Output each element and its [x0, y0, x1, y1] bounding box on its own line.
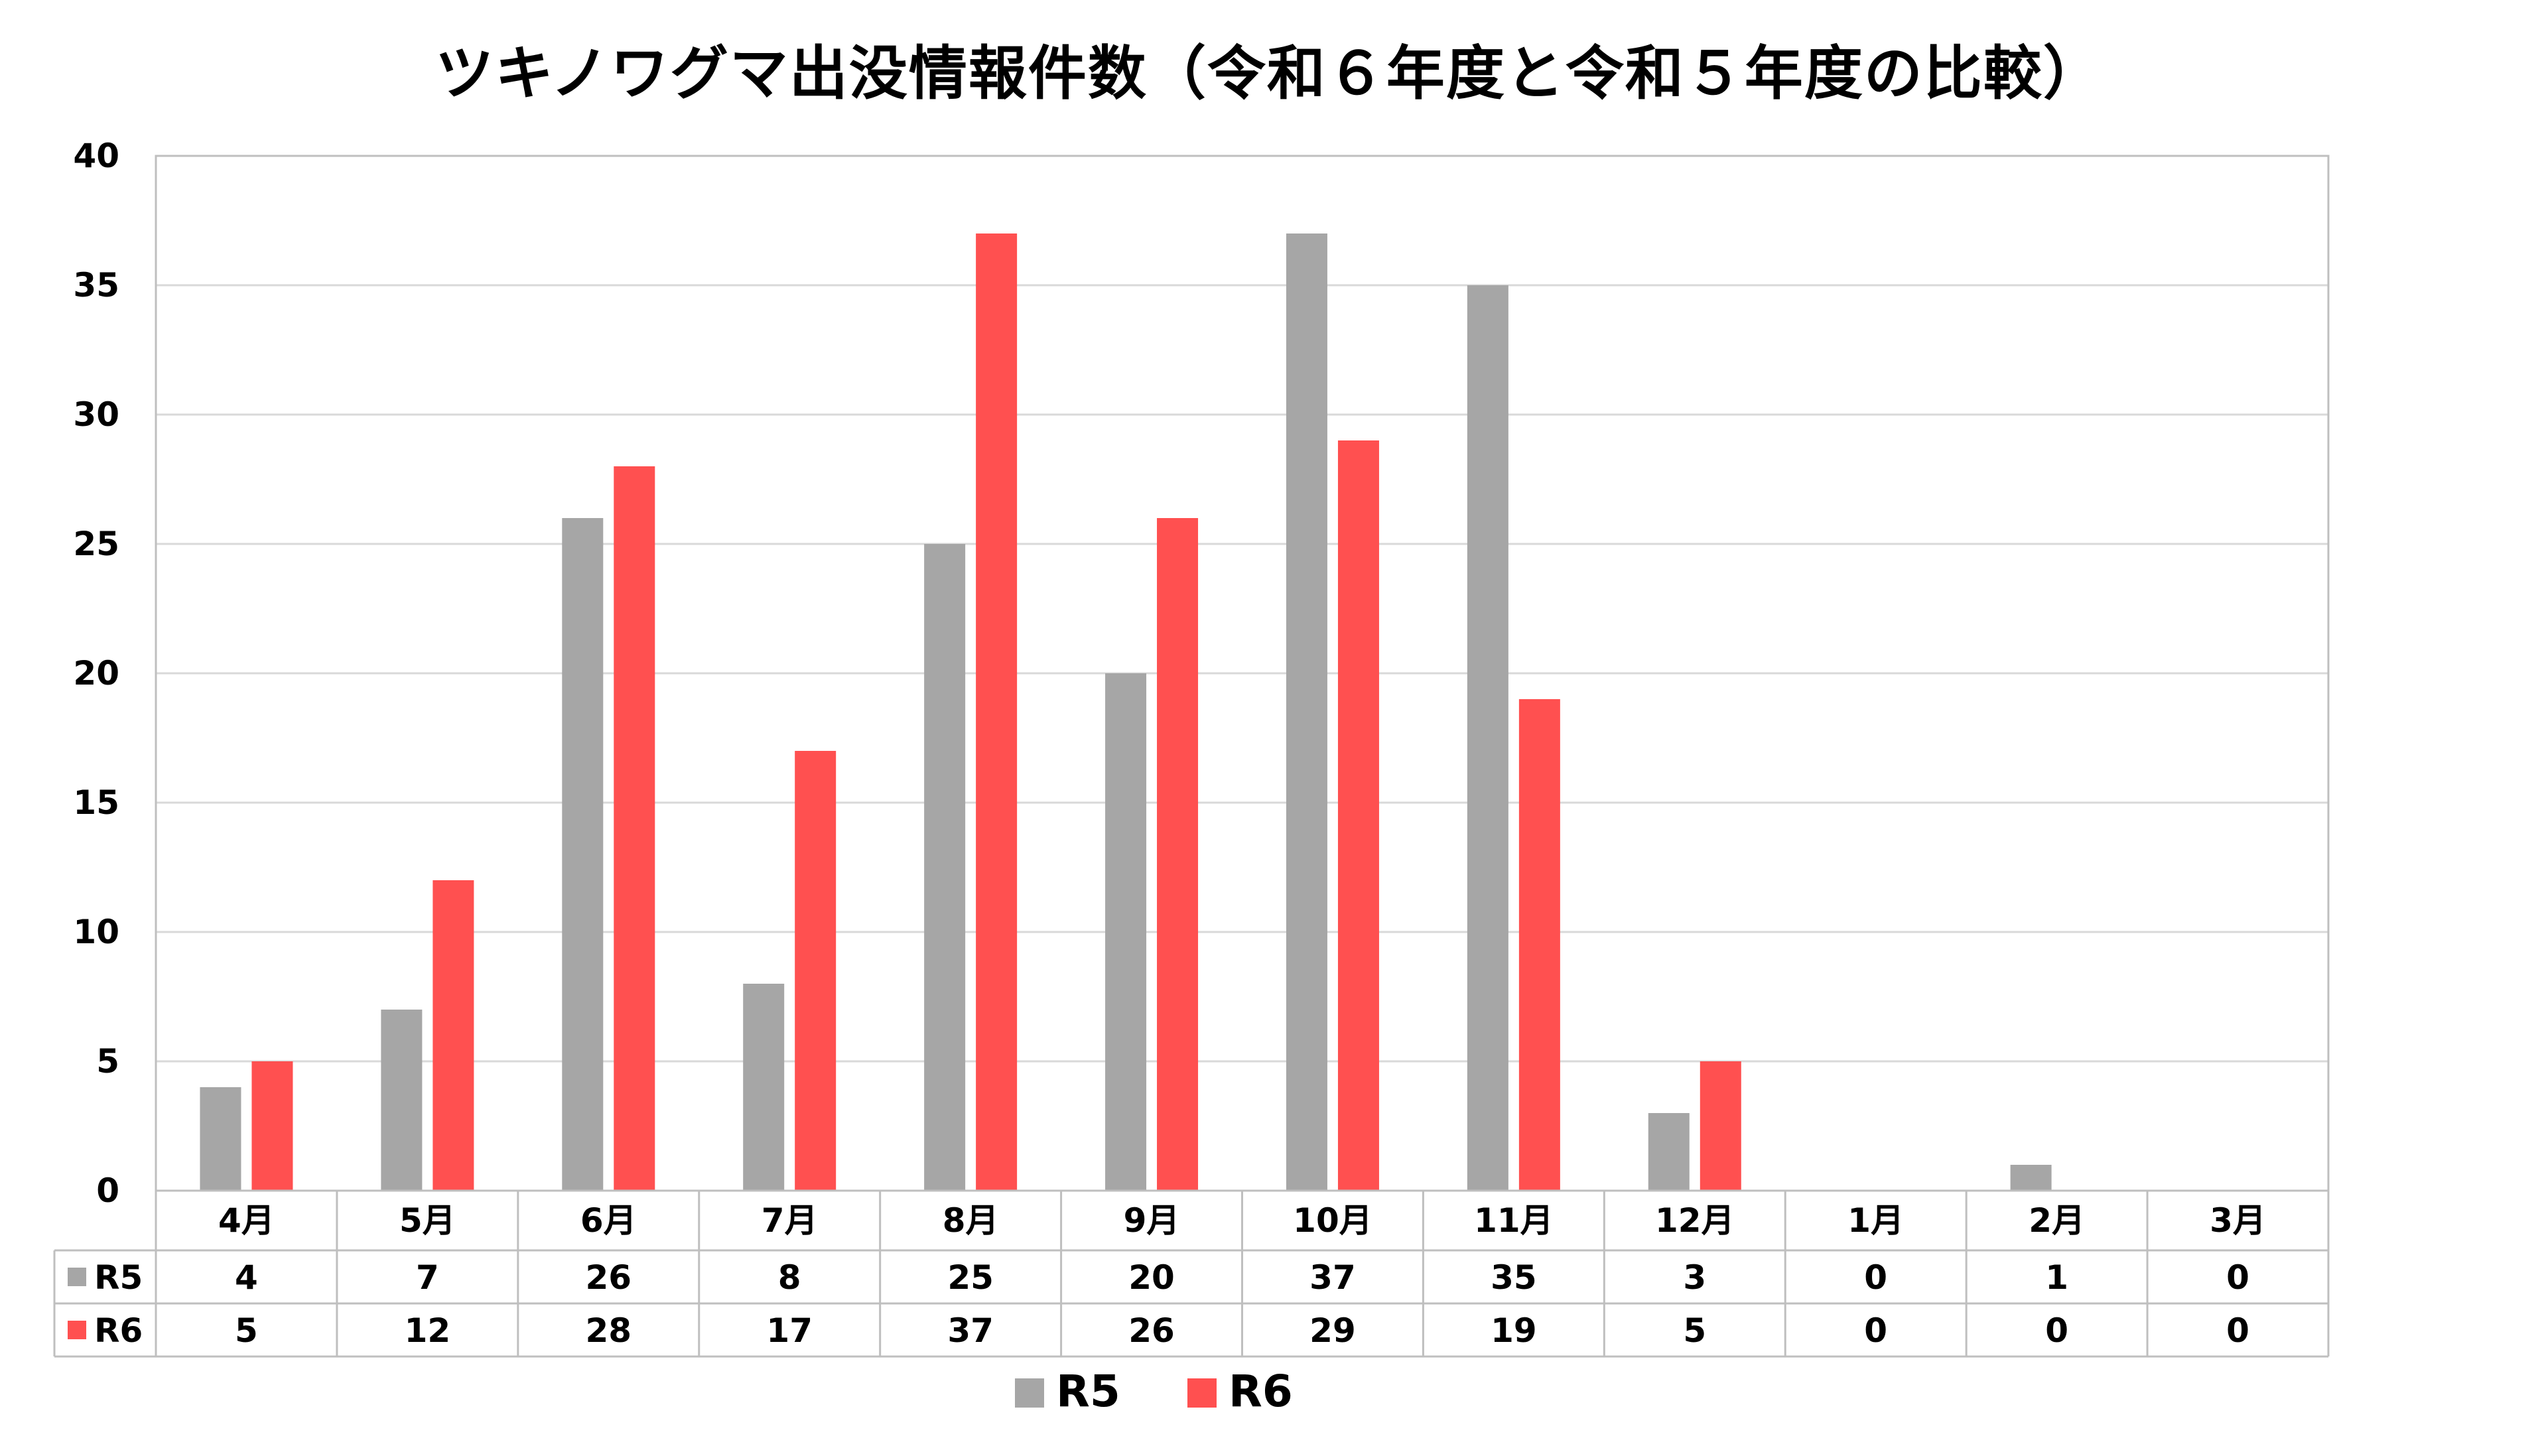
- y-tick-label: 35: [73, 266, 119, 304]
- bar-r6: [1518, 699, 1560, 1191]
- bar-r5: [381, 1010, 423, 1191]
- x-tick-label: 9月: [1124, 1201, 1180, 1240]
- bar-r5: [1648, 1113, 1690, 1191]
- bar-r6: [614, 466, 655, 1191]
- data-label-r5: 20: [1128, 1258, 1175, 1297]
- bar-r5: [2010, 1165, 2052, 1191]
- x-tick-label: 3月: [2210, 1201, 2266, 1240]
- y-tick-label: 30: [73, 395, 119, 434]
- x-tick-label: 8月: [943, 1201, 999, 1240]
- x-tick-label: 12月: [1655, 1201, 1735, 1240]
- data-label-r5: 3: [1683, 1258, 1706, 1297]
- data-label-r5: 25: [947, 1258, 994, 1297]
- bar-r6: [251, 1061, 293, 1191]
- bar-r6: [433, 880, 474, 1191]
- legend-key-r6: [1187, 1378, 1217, 1408]
- x-tick-label: 6月: [580, 1201, 637, 1240]
- bar-r5: [562, 518, 604, 1191]
- legend-key-r5: [1015, 1378, 1044, 1408]
- data-label-r6: 0: [2226, 1311, 2249, 1350]
- data-label-r6: 19: [1491, 1311, 1537, 1350]
- bar-r6: [1700, 1061, 1741, 1191]
- bar-r5: [200, 1087, 241, 1191]
- y-tick-label: 10: [73, 913, 119, 951]
- bar-r6: [795, 751, 836, 1191]
- data-label-r6: 0: [1864, 1311, 1887, 1350]
- y-tick-label: 40: [73, 137, 119, 175]
- y-axis: 0 5 10 15 20 25 30 35 40: [73, 137, 119, 1210]
- x-tick-label: 11月: [1474, 1201, 1554, 1240]
- x-tick-label: 7月: [762, 1201, 818, 1240]
- bar-r5: [1467, 285, 1508, 1191]
- table-legend-key-r6: [68, 1321, 86, 1339]
- legend-label-r6: R6: [1229, 1366, 1293, 1417]
- data-label-r6: 17: [766, 1311, 813, 1350]
- y-tick-label: 15: [73, 783, 119, 822]
- data-label-r5: 37: [1309, 1258, 1356, 1297]
- data-label-r5: 26: [585, 1258, 632, 1297]
- data-label-r6: 0: [2045, 1311, 2068, 1350]
- y-tick-label: 0: [96, 1171, 119, 1210]
- bar-r5: [1286, 233, 1327, 1191]
- data-label-r5: 0: [1864, 1258, 1887, 1297]
- chart-title: ツキノワグマ出没情報件数（令和６年度と令和５年度の比較）: [435, 39, 2103, 107]
- data-label-r5: 4: [235, 1258, 258, 1297]
- data-label-r5: 35: [1491, 1258, 1537, 1297]
- data-label-r6: 29: [1309, 1311, 1356, 1350]
- legend: R5 R6: [1015, 1366, 1293, 1417]
- y-tick-label: 5: [96, 1042, 119, 1081]
- x-tick-label: 5月: [399, 1201, 456, 1240]
- x-tick-label: 2月: [2029, 1201, 2085, 1240]
- table-series-name: R5: [94, 1258, 143, 1297]
- y-tick-label: 25: [73, 525, 119, 563]
- bar-r6: [1157, 518, 1199, 1191]
- bar-r5: [1105, 673, 1147, 1191]
- data-label-r6: 5: [1683, 1311, 1706, 1350]
- data-label-r6: 28: [585, 1311, 632, 1350]
- gridlines: [155, 155, 2330, 1192]
- x-tick-label: 10月: [1293, 1201, 1372, 1240]
- table-series-name: R6: [94, 1311, 143, 1350]
- legend-label-r5: R5: [1056, 1366, 1120, 1417]
- data-label-r6: 12: [405, 1311, 451, 1350]
- data-label-r5: 8: [778, 1258, 801, 1297]
- y-tick-label: 20: [73, 654, 119, 693]
- bar-r6: [1337, 440, 1379, 1191]
- data-label-r6: 37: [947, 1311, 994, 1350]
- data-label-r5: 7: [416, 1258, 439, 1297]
- data-label-r6: 5: [235, 1311, 258, 1350]
- table-legend-key-r5: [68, 1268, 86, 1286]
- data-label-r5: 1: [2045, 1258, 2068, 1297]
- data-table: 4月 5月 6月 7月 8月 9月 10月 11月 12月 1月 2月 3月 R5 4 7 26 8 25 20 37…: [53, 1189, 2330, 1358]
- x-tick-label: 4月: [218, 1201, 275, 1240]
- x-tick-label: 1月: [1847, 1201, 1904, 1240]
- bar-r5: [743, 984, 785, 1191]
- bar-r6: [976, 233, 1018, 1191]
- data-label-r6: 26: [1128, 1311, 1175, 1350]
- bar-r5: [924, 544, 966, 1191]
- data-label-r5: 0: [2226, 1258, 2249, 1297]
- bars: [200, 233, 2052, 1191]
